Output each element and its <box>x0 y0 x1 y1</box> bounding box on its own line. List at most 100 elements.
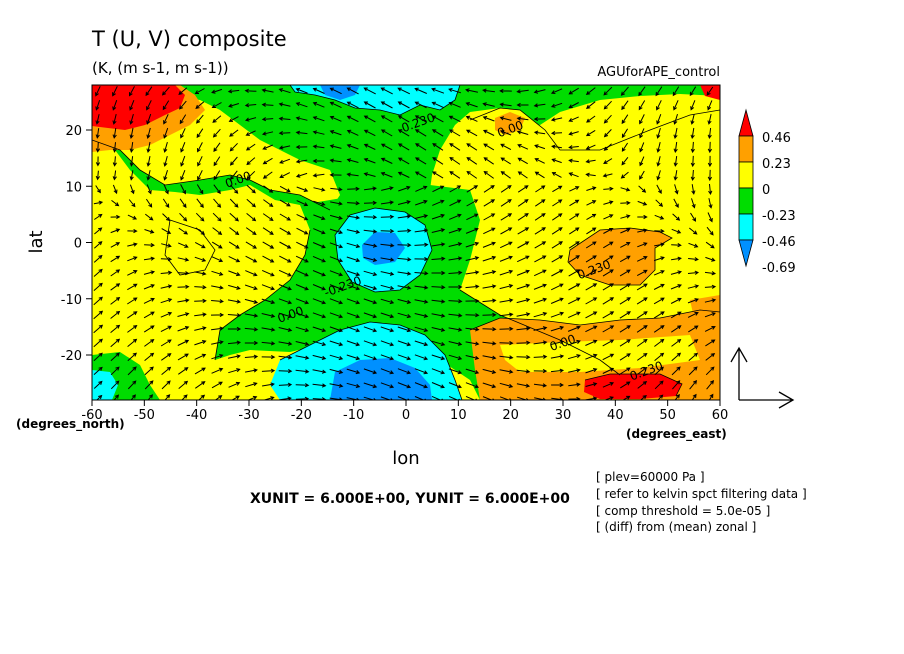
wind-vector <box>330 187 343 192</box>
wind-vector <box>499 382 514 388</box>
wind-vector <box>163 184 169 195</box>
wind-vector <box>619 255 631 263</box>
wind-vector <box>603 186 614 191</box>
wind-vector <box>179 100 187 110</box>
wind-vector <box>180 170 186 181</box>
wind-vector <box>517 396 529 400</box>
wind-vector <box>516 298 531 304</box>
wind-vector <box>143 325 155 333</box>
wind-vector <box>262 227 274 235</box>
wind-vector <box>569 186 580 192</box>
wind-vector <box>380 326 395 333</box>
wind-vector <box>585 144 596 150</box>
wind-vector <box>465 368 480 375</box>
wind-vector <box>567 354 581 360</box>
wind-vector <box>585 382 598 387</box>
wind-vector <box>112 86 118 97</box>
wind-vector <box>212 212 222 222</box>
wind-vector <box>380 143 393 151</box>
wind-vector <box>449 143 461 151</box>
wind-vector <box>653 325 665 333</box>
wind-vector <box>161 353 172 361</box>
wind-vector <box>263 185 274 193</box>
wind-vector <box>483 199 496 207</box>
wind-vector <box>211 299 224 304</box>
wind-vector <box>602 297 615 305</box>
wind-vector <box>465 227 479 234</box>
wind-vector <box>397 271 412 276</box>
wind-vector <box>163 155 168 167</box>
wind-vector <box>198 394 206 400</box>
wind-vector <box>431 242 446 247</box>
wind-vector <box>691 393 697 400</box>
wind-vector <box>127 297 138 305</box>
wind-vector <box>145 86 153 97</box>
wind-vector <box>550 325 565 332</box>
wind-vector <box>380 101 393 109</box>
wind-vector <box>295 355 310 360</box>
wind-vector <box>482 270 497 275</box>
wind-vector <box>432 143 444 151</box>
wind-vector <box>145 198 153 208</box>
wind-vector <box>705 256 716 262</box>
wind-vector <box>380 298 395 305</box>
wind-vector <box>431 228 446 233</box>
wind-vector <box>397 298 412 304</box>
wind-vector <box>704 312 716 318</box>
wind-vector <box>671 338 682 347</box>
wind-vector <box>229 198 239 208</box>
wind-vector <box>330 201 343 206</box>
wind-vector <box>397 200 411 205</box>
wind-vector <box>602 382 615 388</box>
x-axis-title: lon <box>392 448 419 469</box>
wind-vector <box>295 369 310 374</box>
wind-vector <box>657 394 664 400</box>
wind-vector <box>656 156 661 167</box>
wind-vector <box>262 213 274 222</box>
wind-vector <box>296 227 309 235</box>
contour-line <box>584 373 683 397</box>
wind-vector <box>708 183 713 196</box>
wind-vector <box>261 284 275 291</box>
wind-vector <box>637 353 648 361</box>
wind-vector <box>414 299 429 304</box>
wind-vector <box>127 311 138 319</box>
wind-vector <box>196 114 204 124</box>
wind-vector <box>194 367 206 375</box>
wind-vector <box>179 198 187 209</box>
wind-vector <box>213 170 221 181</box>
wind-vector <box>245 255 258 263</box>
wind-vector <box>111 199 120 207</box>
wind-vector <box>363 129 376 137</box>
wind-vector <box>112 142 117 153</box>
wind-vector <box>178 87 188 95</box>
wind-vector <box>129 113 134 125</box>
wind-vector <box>586 200 597 206</box>
wind-vector <box>313 228 326 235</box>
wind-vector <box>465 88 479 93</box>
wind-vector <box>245 117 257 122</box>
wind-vector <box>329 144 342 149</box>
x-axis: -60 -50 -40 -30 -20 -10 0 10 20 30 40 50 60 <box>81 400 728 423</box>
wind-vector <box>244 313 259 318</box>
wind-vector <box>346 256 361 263</box>
wind-vector <box>639 142 645 153</box>
wind-vector <box>312 270 326 277</box>
wind-vector <box>177 257 190 262</box>
wind-vector <box>603 114 612 124</box>
wind-vector <box>465 355 480 360</box>
wind-vector <box>96 394 103 400</box>
wind-vector <box>602 255 614 263</box>
wind-vector <box>465 313 480 318</box>
wind-vector <box>312 354 327 360</box>
wind-vector <box>671 366 681 376</box>
wind-vector <box>602 173 613 178</box>
wind-vector <box>312 116 325 122</box>
wind-vector <box>180 128 186 139</box>
wind-vector <box>533 368 548 374</box>
wind-vector <box>620 86 629 96</box>
wind-vector <box>163 127 169 139</box>
wind-vector <box>329 354 344 361</box>
wind-vector <box>707 100 713 111</box>
wind-vector <box>329 214 343 220</box>
